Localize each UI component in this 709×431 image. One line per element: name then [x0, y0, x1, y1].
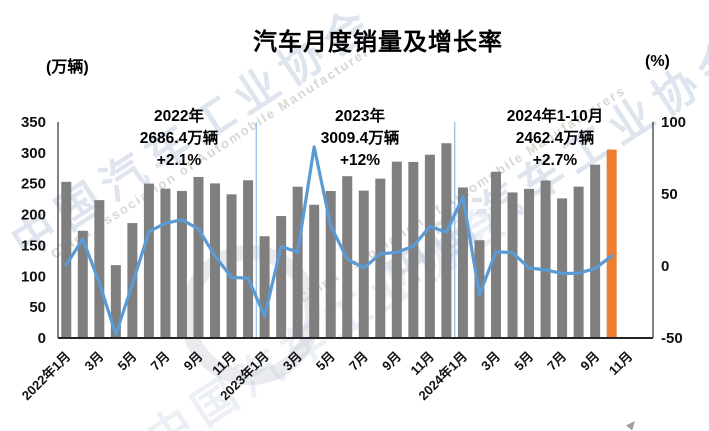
sales-bar-2022年9月: [193, 176, 204, 338]
sales-bar-2024年4月: [507, 192, 518, 338]
sales-bar-2023年4月: [309, 204, 320, 338]
x-axis-tick-label: 2022年1月: [19, 349, 74, 404]
sales-bar-2024年1月: [457, 187, 468, 338]
sales-bar-2023年2月: [276, 216, 287, 338]
annotation-total: 3009.4万辆: [320, 130, 400, 147]
sales-bar-2022年2月: [77, 230, 88, 338]
x-axis-tick-label: 3月: [478, 349, 503, 374]
sales-bar-2022年7月: [160, 188, 171, 338]
x-axis-tick-label: 3月: [280, 349, 305, 374]
sales-bar-2023年9月: [391, 161, 402, 338]
sales-bar-2024年8月: [573, 186, 584, 338]
sales-bar-2023年8月: [375, 178, 386, 338]
right-axis-tick-label: 100: [661, 114, 686, 131]
right-axis-tick-label: 50: [661, 186, 678, 203]
sales-bar-2023年10月: [408, 161, 419, 338]
x-axis-tick-label: 5月: [511, 349, 536, 374]
x-axis-tick-label: 9月: [577, 349, 602, 374]
x-axis-tick-label: 9月: [181, 349, 206, 374]
left-axis-tick-label: 350: [21, 114, 46, 131]
x-axis-tick-label: 9月: [379, 349, 404, 374]
sales-bar-2022年10月: [210, 183, 221, 338]
sales-bar-2022年4月: [110, 265, 121, 338]
left-axis-unit-label: (万辆): [46, 59, 89, 76]
left-axis-tick-label: 300: [21, 145, 46, 162]
annotation-growth: +2.1%: [156, 152, 202, 169]
sales-bar-2024年6月: [540, 180, 551, 338]
sales-bar-2023年3月: [292, 186, 303, 338]
sales-bar-2022年8月: [176, 190, 187, 338]
sales-bar-2024年9月: [590, 164, 601, 338]
sales-bar-2024年5月: [524, 188, 535, 338]
annotation-2024: 2024年1-10月 2462.4万辆 +2.7%: [467, 106, 643, 172]
x-axis-tick-label: 11月: [606, 349, 636, 379]
annotation-growth: +12%: [339, 152, 381, 169]
right-axis-tick-label: -50: [661, 330, 683, 347]
sales-bar-2022年1月: [61, 181, 72, 338]
sales-bar-2022年3月: [94, 200, 105, 338]
annotation-year: 2022年: [154, 108, 204, 125]
sales-bar-2023年12月: [441, 143, 452, 338]
x-axis-tick-label: 11月: [209, 349, 239, 379]
sales-bar-2023年5月: [325, 190, 336, 338]
sales-bar-2023年1月: [259, 236, 270, 338]
annotation-year: 2024年1-10月: [506, 108, 604, 125]
annotation-total: 2686.4万辆: [139, 130, 219, 147]
annotation-2022: 2022年 2686.4万辆 +2.1%: [91, 106, 267, 172]
left-axis-tick-label: 100: [21, 268, 46, 285]
x-axis-tick-label: 7月: [544, 349, 569, 374]
left-axis-tick-label: 200: [21, 207, 46, 224]
x-axis-tick-label: 11月: [407, 349, 437, 379]
sales-bar-2023年7月: [358, 190, 369, 338]
left-axis-tick-label: 0: [38, 330, 46, 347]
annotation-year: 2023年: [335, 108, 385, 125]
sales-bar-2023年11月: [424, 154, 435, 338]
sales-bar-2022年11月: [226, 194, 237, 338]
right-axis-unit-label: (%): [645, 53, 670, 70]
chart-title: 汽车月度销量及增长率: [253, 29, 503, 56]
left-axis-tick-label: 150: [21, 237, 46, 254]
left-axis-tick-label: 250: [21, 176, 46, 193]
annotation-total: 2462.4万辆: [515, 130, 595, 147]
annotation-growth: +2.7%: [532, 152, 578, 169]
growth-rate-line: [64, 145, 614, 337]
x-axis-tick-label: 7月: [346, 349, 371, 374]
x-axis-tick-label: 5月: [115, 349, 140, 374]
x-axis-tick-label: 3月: [82, 349, 107, 374]
x-axis-tick-label: 7月: [148, 349, 173, 374]
right-axis-tick-label: 0: [661, 258, 669, 275]
sales-bar-2024年7月: [557, 198, 568, 338]
sales-bar-2024年10月: [606, 149, 617, 338]
x-axis-tick-label: 5月: [313, 349, 338, 374]
sales-bar-2022年12月: [243, 180, 254, 338]
sales-bar-2022年6月: [143, 183, 154, 338]
annotation-2023: 2023年 3009.4万辆 +12%: [272, 106, 448, 172]
left-axis-tick-label: 50: [29, 299, 46, 316]
